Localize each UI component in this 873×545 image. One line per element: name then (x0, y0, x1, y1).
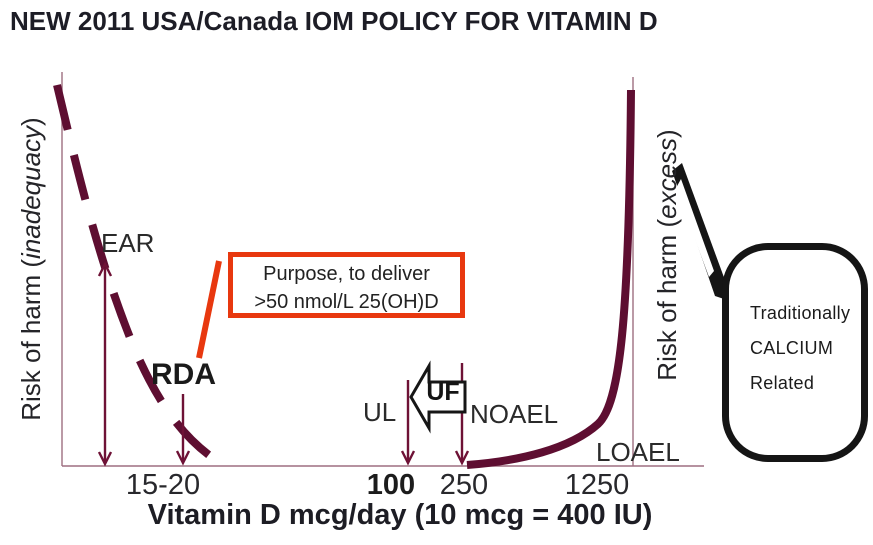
y-right-qualifier: excess (652, 137, 682, 219)
uf-block-arrow-icon (409, 360, 467, 434)
y-left-suffix: ) (16, 117, 46, 126)
ul-arrow (400, 380, 416, 466)
calcium-speech-bubble: Traditionally CALCIUM Related (722, 243, 868, 462)
calcium-speech-bubble-text: Traditionally CALCIUM Related (729, 250, 861, 401)
loael-label: LOAEL (596, 437, 680, 467)
x-tick-15-20: 15-20 (125, 469, 201, 501)
y-axis-left-label: Risk of harm (inadequacy) (15, 79, 47, 459)
y-left-prefix: Risk of harm ( (16, 258, 46, 421)
y-left-qualifier: inadequacy (16, 125, 46, 259)
ul-label: UL (363, 397, 397, 427)
y-right-suffix: ) (652, 129, 682, 138)
y-axis-right-label: Risk of harm (excess) (651, 85, 683, 425)
purpose-line-2: >50 nmol/L 25(OH)D (254, 291, 439, 313)
bubble-line-2: CALCIUM (750, 338, 834, 358)
inadequacy-curve (53, 84, 225, 468)
rda-arrow (175, 394, 191, 466)
uf-label: UF (426, 378, 460, 406)
y-right-prefix: Risk of harm ( (652, 218, 682, 381)
excess-curve (466, 89, 635, 469)
rda-label: RDA (151, 358, 216, 391)
ear-arrow (97, 261, 113, 467)
purpose-line-1: Purpose, to deliver (263, 263, 430, 285)
bubble-line-3: Related (750, 373, 815, 393)
purpose-callout-box: Purpose, to deliver >50 nmol/L 25(OH)D (228, 252, 465, 318)
x-tick-1250: 1250 (564, 469, 630, 501)
page-title: NEW 2011 USA/Canada IOM POLICY FOR VITAM… (10, 6, 658, 36)
purpose-pointer-line (196, 260, 222, 359)
x-axis-title: Vitamin D mcg/day (10 mcg = 400 IU) (147, 499, 653, 531)
noael-label: NOAEL (470, 399, 559, 429)
callout-tail (672, 163, 733, 302)
x-tick-250: 250 (439, 469, 489, 501)
x-tick-100: 100 (366, 469, 416, 501)
bubble-line-1: Traditionally (750, 303, 851, 323)
ear-label: EAR (101, 228, 155, 258)
